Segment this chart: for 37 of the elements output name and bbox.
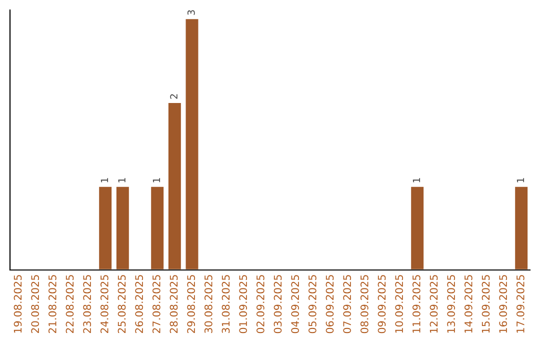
data-label: 1 (118, 178, 126, 182)
x-tick-label: 02.09.2025 (256, 275, 264, 334)
x-tick-label: 24.08.2025 (100, 275, 108, 334)
x-tick-label: 11.09.2025 (412, 275, 420, 333)
x-tick-label: 21.08.2025 (48, 275, 56, 334)
data-label: 1 (100, 178, 108, 182)
x-tick-label: 09.09.2025 (378, 275, 386, 334)
x-tick-label: 01.09.2025 (239, 275, 248, 334)
x-tick-label: 29.08.2025 (187, 275, 196, 334)
x-tick-label: 10.09.2025 (395, 275, 404, 333)
x-tick-label: 25.08.2025 (118, 275, 126, 334)
x-tick-label: 04.09.2025 (291, 275, 300, 334)
x-tick-label: 16.09.2025 (499, 275, 508, 333)
x-tick-label: 22.08.2025 (66, 275, 74, 334)
x-tick-label: 07.09.2025 (343, 275, 352, 334)
x-tick-label: 08.09.2025 (360, 275, 368, 334)
x-tick-label: 20.08.2025 (31, 275, 40, 334)
data-label: 3 (187, 10, 195, 15)
x-tick-label: 26.08.2025 (135, 275, 144, 334)
x-tick-label: 15.09.2025 (482, 275, 490, 333)
x-tick-label: 06.09.2025 (326, 275, 334, 334)
x-tick-label: 30.08.2025 (204, 275, 212, 334)
data-label: 2 (170, 94, 178, 99)
data-label: 1 (152, 178, 160, 182)
x-tick-label: 28.08.2025 (170, 275, 178, 334)
x-tick-label: 19.08.2025 (14, 275, 22, 333)
x-tick-label: 14.09.2025 (464, 275, 472, 333)
x-tick-label: 31.08.2025 (222, 275, 230, 334)
x-tick-label: 13.09.2025 (447, 275, 456, 333)
data-label: 1 (412, 178, 420, 182)
x-tick-label: 27.08.2025 (152, 275, 160, 334)
x-tick-label: 12.09.2025 (430, 275, 438, 333)
x-tick-label: 03.09.2025 (274, 275, 282, 334)
x-tick-label: 05.09.2025 (308, 275, 316, 334)
x-tick-label: 17.09.2025 (516, 275, 524, 333)
data-label: 1 (516, 178, 524, 182)
x-tick-label: 23.08.2025 (83, 275, 92, 334)
